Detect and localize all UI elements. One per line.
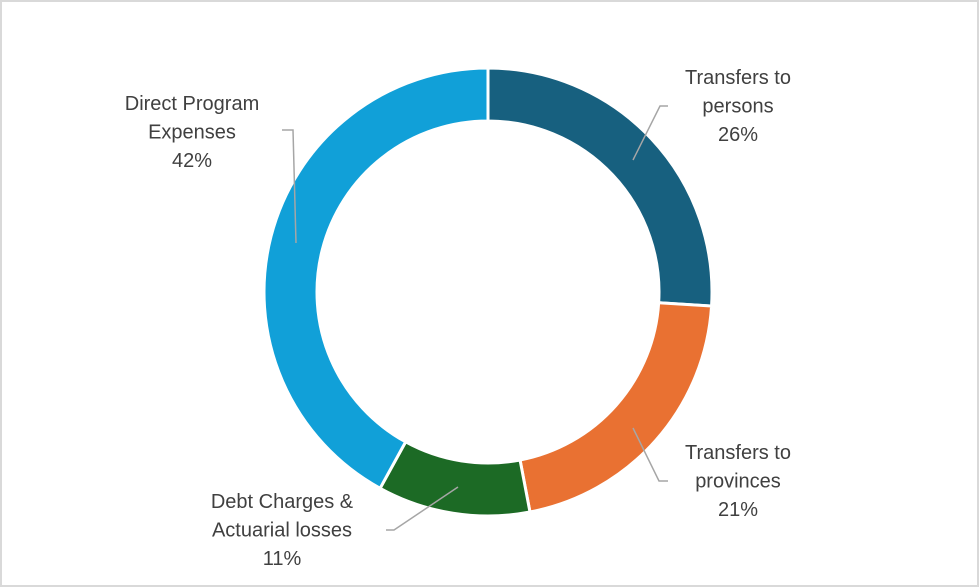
data-label-4: Direct Program Expenses 42% [125, 93, 259, 172]
data-label-3: Debt Charges & Actuarial losses 11% [211, 491, 354, 570]
leader-line-4 [282, 129, 297, 244]
category-label-line: Transfers to [685, 67, 791, 89]
leader-line-2 [632, 427, 668, 482]
data-label-1: Transfers to persons 26% [685, 67, 791, 146]
donut-slice-1 [486, 66, 714, 308]
percent-label: 26% [718, 124, 758, 146]
category-label-line: Direct Program [125, 93, 259, 115]
donut-slice-2 [518, 301, 714, 514]
percent-label: 42% [172, 150, 212, 172]
data-labels: Transfers to persons 26% Transfers to provin… [125, 67, 791, 570]
leader-lines [282, 105, 668, 531]
percent-label: 11% [263, 548, 302, 570]
donut-slice-4 [262, 66, 490, 491]
donut-slices [262, 66, 714, 518]
category-label-line: Transfers to [685, 442, 791, 464]
leader-line-1 [632, 105, 668, 161]
category-label-line: Actuarial losses [212, 520, 352, 542]
category-label-line: Expenses [148, 122, 236, 144]
donut-slice-3 [378, 439, 532, 518]
category-label-line: provinces [695, 471, 781, 493]
category-label-line: Debt Charges & [211, 491, 354, 513]
data-label-2: Transfers to provinces 21% [685, 442, 791, 521]
leader-line-3 [386, 486, 459, 531]
category-label-line: persons [702, 96, 773, 118]
percent-label: 21% [718, 499, 758, 521]
